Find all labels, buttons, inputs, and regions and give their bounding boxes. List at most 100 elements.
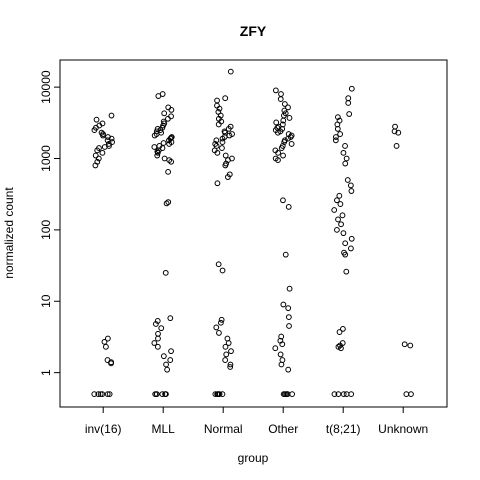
point [275,129,281,136]
point [160,140,167,146]
point [286,115,293,121]
point [103,343,109,350]
point [222,357,229,363]
point [154,343,161,350]
point [154,149,161,156]
point [334,197,340,204]
point [408,391,414,398]
point [285,135,291,142]
point [212,391,219,398]
point [344,177,351,183]
x-tick-label: Other [268,422,298,436]
point [395,129,402,136]
point [168,158,175,165]
point [337,131,344,137]
point [275,157,281,164]
point [218,316,225,323]
point [340,230,347,237]
x-tick-label: t(8;21) [326,422,361,436]
point [342,240,349,247]
point [285,305,292,312]
point [219,139,226,145]
point [217,319,224,326]
point [331,391,338,398]
x-tick-label: Normal [204,422,243,436]
point [225,340,232,346]
point [164,366,171,373]
point [285,104,291,111]
point [95,391,102,398]
point [285,366,292,373]
point [272,87,279,94]
point [285,314,292,320]
plot-box [59,59,448,408]
y-axis-label: normalized count [2,187,16,279]
point [228,348,234,355]
point [407,342,414,349]
point [345,95,352,102]
point [219,135,226,142]
point [334,125,341,132]
point [104,335,111,342]
point [91,391,98,398]
point [343,268,350,275]
point [151,132,158,139]
point [278,361,285,368]
point [165,168,172,175]
point [219,145,225,151]
point [283,391,290,398]
point [223,351,230,358]
point [347,182,354,189]
point [342,160,349,167]
point [159,391,166,398]
point [280,117,287,124]
point [100,132,106,139]
point [101,144,108,150]
point [97,391,104,398]
x-axis-label: group [238,451,269,465]
point [335,216,341,223]
point [222,152,229,159]
point [167,315,174,322]
point [277,96,284,102]
point [214,97,220,104]
point [285,203,292,210]
point [339,325,346,332]
point [289,391,296,398]
y-tick-label: 10000 [39,70,53,104]
point [280,301,287,308]
point [98,129,105,136]
y-tick-label: 1 [39,369,53,376]
point [165,199,172,206]
point [286,323,292,329]
point [393,143,400,149]
point [334,114,341,121]
point [168,106,175,113]
point [335,391,342,398]
point [272,345,279,352]
point [339,212,346,219]
point [151,144,158,150]
point [219,267,226,274]
point [213,137,220,144]
point [216,105,223,112]
point [101,338,108,345]
y-tick-label: 1000 [39,145,53,172]
point [340,391,347,398]
point [342,143,348,149]
point [215,121,222,128]
point [340,149,347,156]
point [108,360,114,367]
point [158,325,165,332]
y-tick-label: 10 [39,294,53,308]
chart-title: ZFY [240,23,267,39]
point [338,221,344,228]
point [288,141,295,147]
point [163,200,170,207]
point [166,141,173,147]
point [348,235,355,242]
point [227,68,234,75]
point [213,324,220,331]
point [342,251,349,258]
point [154,152,161,159]
